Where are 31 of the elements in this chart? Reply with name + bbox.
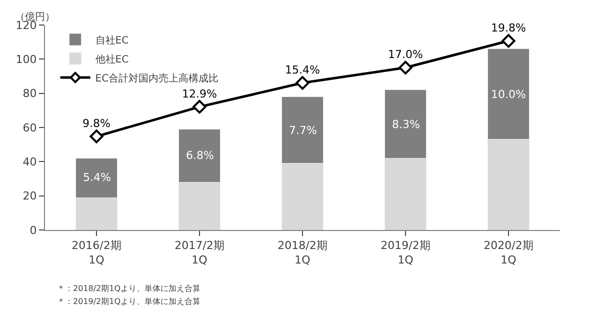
legend-label: 他社EC (95, 53, 129, 66)
point (90, 130, 104, 144)
x-tick-label: 2020/2期 1Q (484, 239, 534, 266)
x-tick-label: 2018/2期 1Q (278, 239, 328, 266)
annotation: 8.3% (392, 118, 420, 131)
point (192, 100, 206, 114)
y-tick-label: 40 (22, 156, 37, 169)
y-tick-label: 60 (22, 121, 37, 134)
point (502, 34, 516, 48)
annotation: 6.8% (186, 149, 214, 162)
annotation: 7.7% (289, 124, 317, 137)
x-tick-label: 2019/2期 1Q (380, 239, 430, 266)
y-tick-label: 20 (22, 190, 37, 203)
data-label: 12.9% (182, 87, 217, 100)
y-tick-label: 80 (22, 87, 37, 100)
data-label: 9.8% (82, 117, 110, 130)
legend-label: 自社EC (95, 34, 129, 46)
x-tick-label: 2017/2期 1Q (174, 239, 224, 266)
legend-label: EC合計対国内売上高構成比 (95, 72, 219, 84)
point (398, 60, 412, 74)
y-tick-label: 100 (16, 53, 37, 66)
text: ＊：2019/2期1Qより、単体に加え合算 (57, 297, 201, 306)
data-label: 15.4% (285, 64, 320, 77)
point (296, 76, 310, 90)
annotation: 5.4% (83, 171, 111, 184)
annotation: 10.0% (491, 88, 526, 101)
data-label: 17.0% (388, 48, 423, 62)
y-tick-label: 0 (30, 224, 37, 237)
data-label: 19.8% (491, 22, 526, 35)
text: ＊：2018/2期1Qより、単体に加え合算 (57, 284, 201, 293)
x-tick-label: 2016/2期 1Q (72, 239, 122, 266)
